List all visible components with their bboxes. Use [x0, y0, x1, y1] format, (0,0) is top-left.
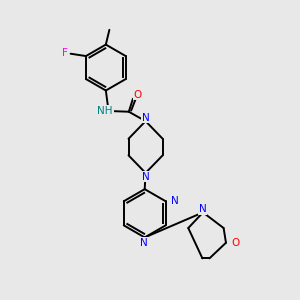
Text: N: N [142, 172, 149, 182]
Text: N: N [199, 204, 206, 214]
Text: O: O [232, 238, 240, 248]
Text: F: F [62, 48, 68, 58]
Text: NH: NH [98, 106, 113, 116]
Text: N: N [140, 238, 148, 248]
Text: N: N [171, 196, 179, 206]
Text: N: N [142, 112, 149, 123]
Text: O: O [134, 90, 142, 100]
